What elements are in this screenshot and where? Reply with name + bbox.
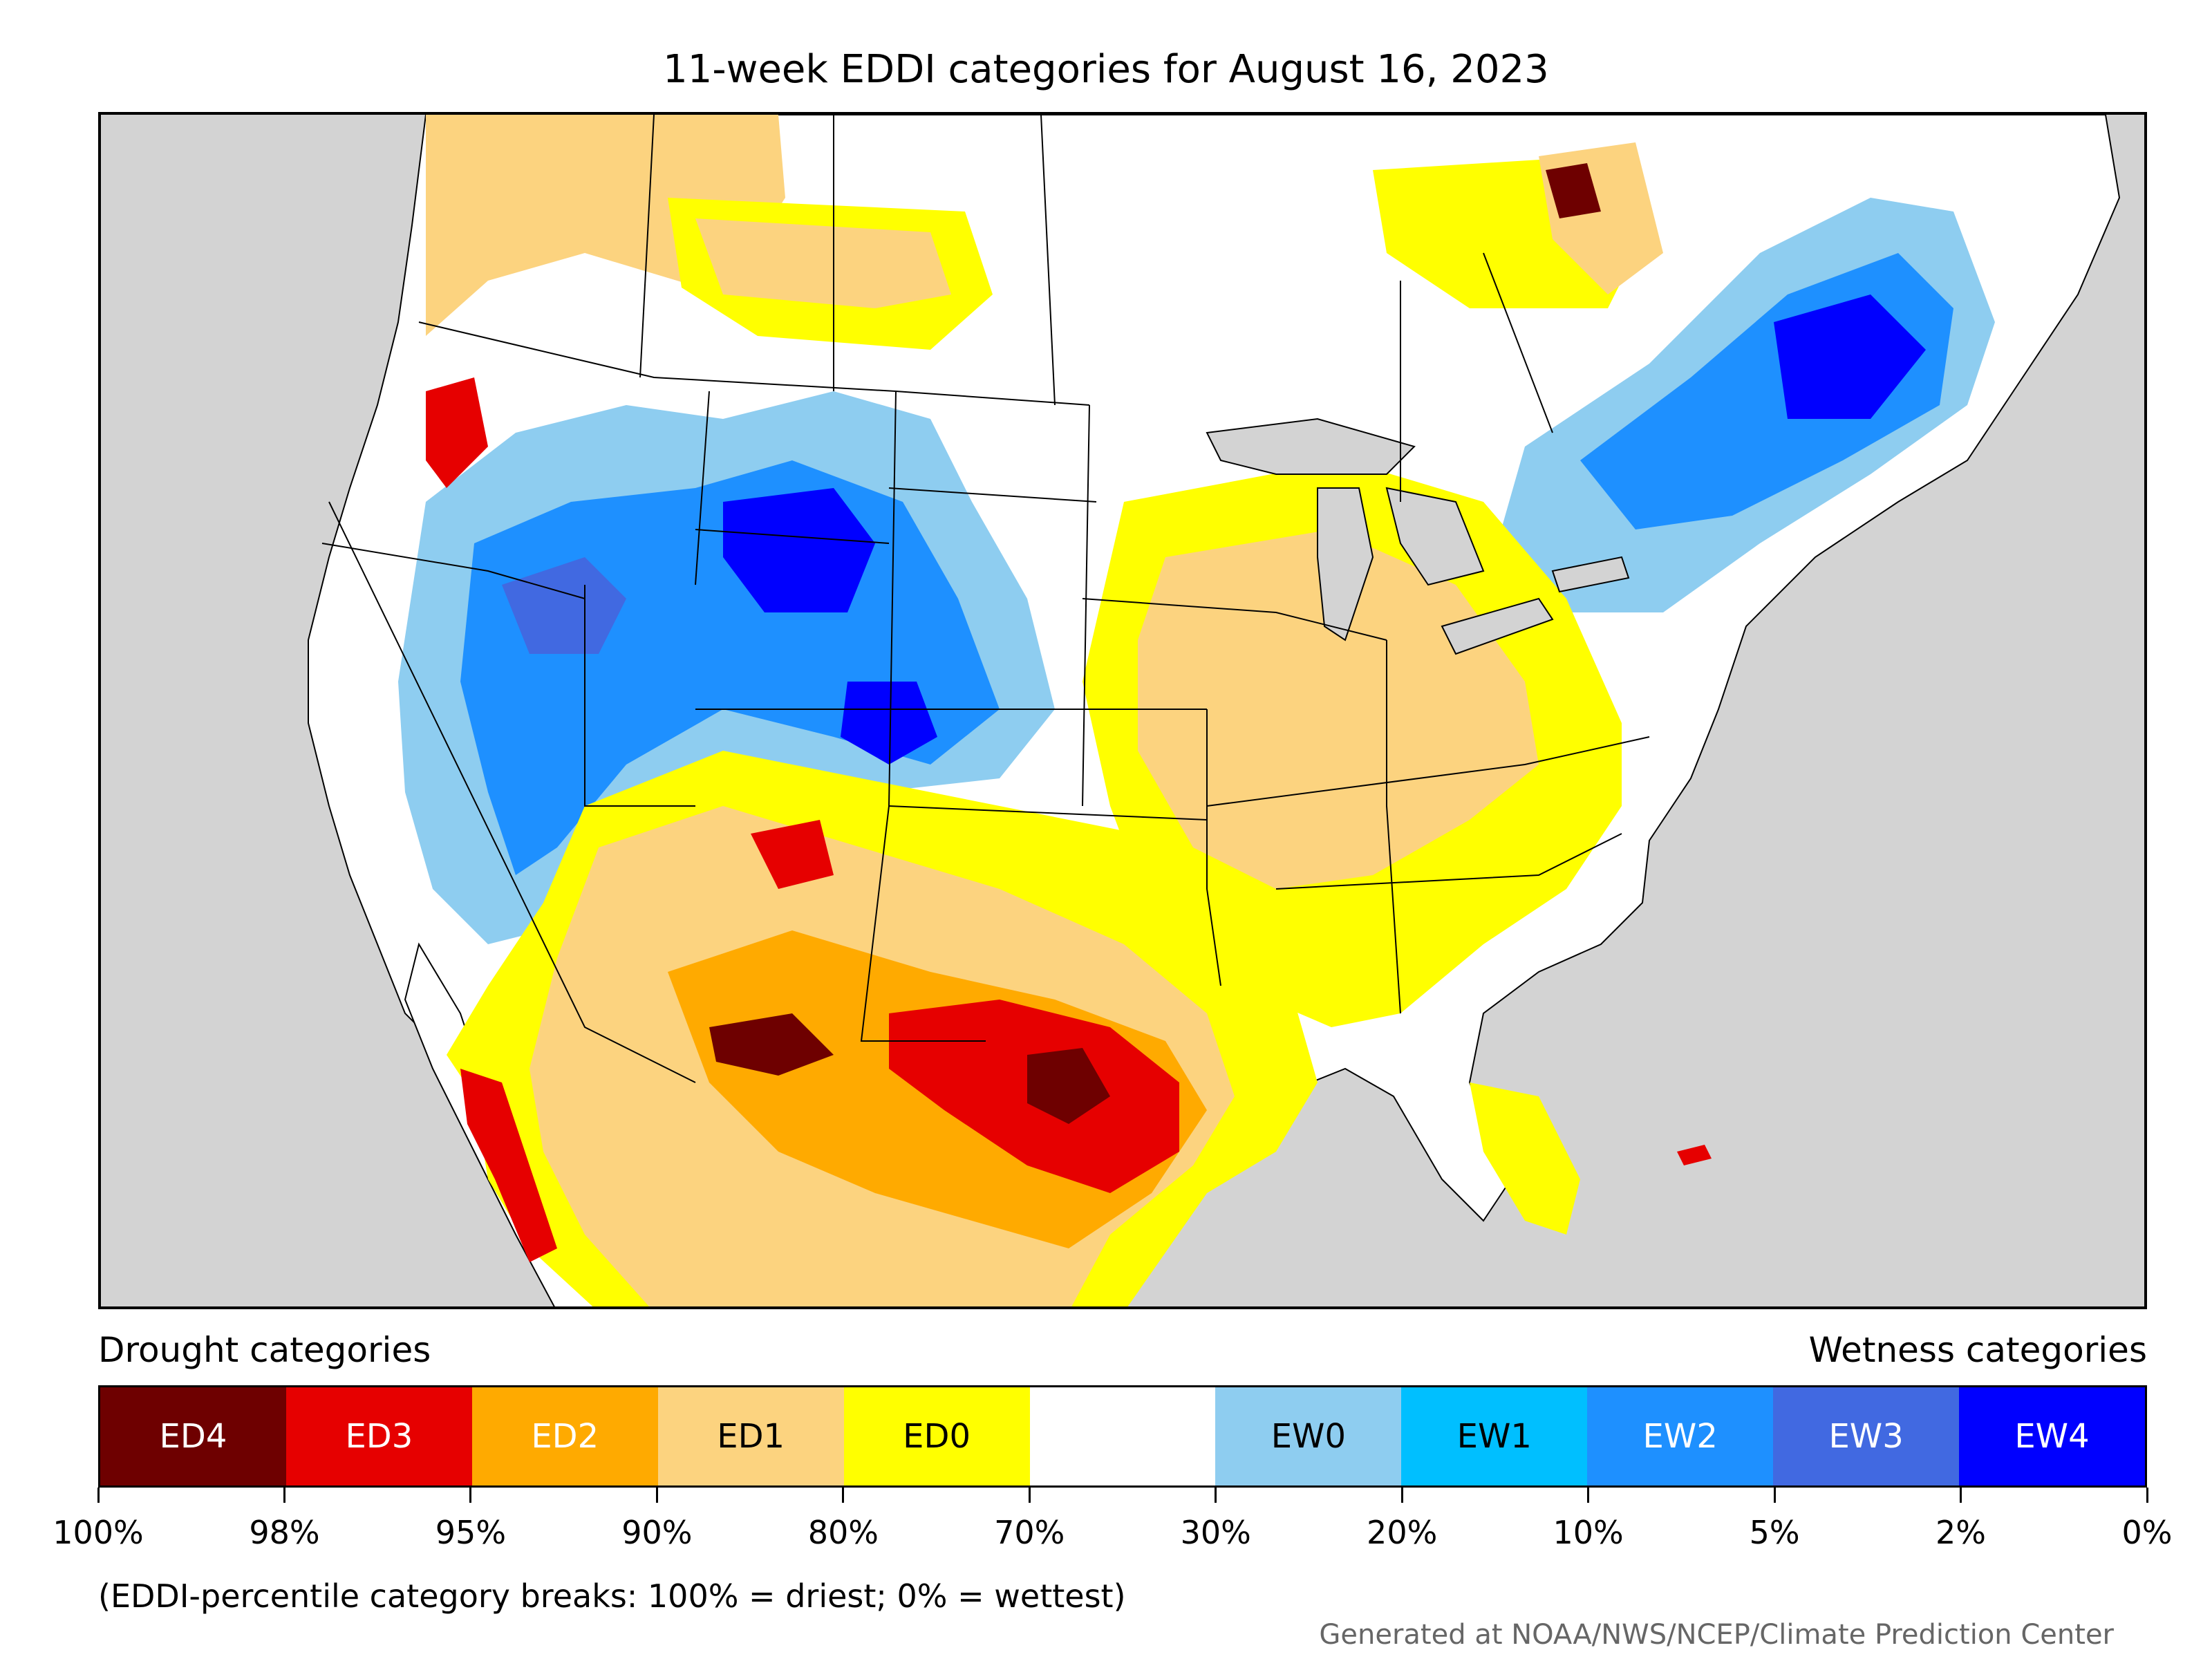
colorbar-tick-label: 20% [1367,1514,1438,1551]
newmexico-ed3 [751,820,834,889]
category-swatch-normal [1029,1387,1216,1485]
lake-superior [1206,418,1416,475]
lake-erie [1441,597,1554,655]
arizona-ed4 [709,1013,834,1076]
colorbar-tick-label: 95% [435,1514,507,1551]
colorbar-tick-label: 10% [1553,1514,1624,1551]
lake-michigan [1317,487,1374,641]
colorbar-tick-label: 98% [249,1514,320,1551]
colorbar-tick [1960,1488,1962,1503]
category-swatch-ed1: ED1 [657,1387,844,1485]
colorbar-tick-label: 70% [994,1514,1065,1551]
colorbar-tick [1028,1488,1031,1503]
lake-huron [1385,487,1485,586]
category-swatch-ew2: EW2 [1587,1387,1774,1485]
colorbar-tick [842,1488,845,1503]
category-swatch-ew0: EW0 [1215,1387,1402,1485]
colorbar-tick [1400,1488,1403,1503]
colorbar-tick [2146,1488,2148,1503]
colorbar-tick-label: 5% [1749,1514,1800,1551]
colorbar-tick [655,1488,658,1503]
texas-ed4 [1027,1048,1110,1124]
colorbar-tick [469,1488,472,1503]
colorbar-tick-label: 30% [1180,1514,1251,1551]
colorbar-tick-label: 2% [1936,1514,1987,1551]
category-swatch-ed2: ED2 [471,1387,658,1485]
category-swatch-ed4: ED4 [100,1387,286,1485]
drought-categories-heading: Drought categories [98,1330,431,1370]
category-breaks-note: (EDDI-percentile category breaks: 100% =… [98,1577,1126,1615]
colorbar-tick-label: 100% [53,1514,144,1551]
wyoming-ew4 [723,488,875,612]
idaho-ew3 [502,557,626,654]
midwest-ed1 [1138,529,1539,889]
category-swatch-ew1: EW1 [1401,1387,1588,1485]
state-boundaries [321,115,1650,1083]
caribbean-islands [1677,1145,1712,1165]
colorbar-tick-label: 0% [2121,1514,2173,1551]
category-swatch-ew4: EW4 [1959,1387,2145,1485]
colorbar-tick [1587,1488,1590,1503]
colorado-ew4 [841,682,937,765]
map-title: 11-week EDDI categories for August 16, 2… [663,47,1549,92]
colorbar-tick [97,1488,100,1503]
colorbar-tick [283,1488,285,1503]
eddi-map [98,112,2147,1309]
lake-ontario [1551,556,1630,593]
colorbar-tick-label: 80% [807,1514,879,1551]
baja-ed3 [460,1069,557,1262]
colorbar-tick [1773,1488,1776,1503]
wetness-categories-heading: Wetness categories [1808,1330,2147,1370]
colorbar-tick [1215,1488,1217,1503]
map-canvas [308,115,2121,1306]
category-swatch-ed3: ED3 [285,1387,472,1485]
category-swatch-ew3: EW3 [1773,1387,1960,1485]
northeast-ew4 [1774,294,1926,419]
florida-ed0 [1470,1082,1580,1235]
category-swatch-ed0: ED0 [843,1387,1030,1485]
colorbar-tick-label: 90% [621,1514,693,1551]
category-colorbar: ED4 ED3 ED2 ED1 ED0 EW0 EW1 EW2 EW3 EW4 [98,1385,2147,1488]
credit-line: Generated at NOAA/NWS/NCEP/Climate Predi… [1319,1619,2114,1651]
quebec-ed4 [1546,163,1601,218]
prairie-ed1-area [695,218,951,308]
oregon-ed3 [426,377,488,488]
